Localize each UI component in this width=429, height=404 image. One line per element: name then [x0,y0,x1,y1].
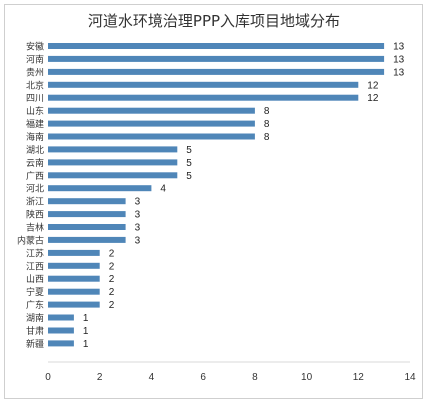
category-label: 浙江 [26,196,44,208]
category-label: 江西 [26,261,44,272]
category-label: 云南 [26,157,44,169]
category-label: 山西 [26,274,44,285]
bar [48,327,74,334]
bar [48,120,255,127]
category-label: 广东 [26,299,44,311]
bar [48,211,126,218]
bar [48,314,74,321]
bar [48,172,178,179]
value-label: 2 [109,300,115,311]
value-label: 13 [393,42,405,53]
value-label: 5 [186,171,192,182]
bar [48,81,359,88]
category-label: 海南 [26,131,44,143]
category-label: 四川 [26,94,44,104]
bar [48,340,74,347]
bar [48,236,126,243]
category-label: 内蒙古 [17,234,44,246]
category-label: 北京 [26,79,44,91]
value-label: 5 [186,145,192,156]
category-label: 吉林 [26,222,44,234]
value-label: 3 [135,235,141,246]
bar [48,275,100,282]
bar [48,94,359,101]
value-label: 2 [109,274,115,285]
value-label: 8 [264,106,270,117]
value-label: 12 [367,93,379,104]
category-label: 安徽 [26,41,44,53]
value-label: 8 [264,132,270,143]
category-label: 新疆 [26,338,44,350]
value-label: 1 [83,339,89,350]
category-label: 山东 [26,105,44,117]
value-label: 8 [264,119,270,130]
category-label: 江苏 [26,247,44,259]
bar [48,159,178,166]
category-label: 陕西 [26,209,44,221]
category-label: 甘肃 [26,325,44,337]
value-label: 3 [135,197,141,208]
x-tick-label: 4 [149,372,155,383]
bars-group [48,43,385,347]
value-label: 12 [367,80,379,91]
x-tick-label: 6 [200,372,206,383]
x-tick-label: 14 [404,372,416,383]
bar [48,55,385,62]
x-tick-label: 8 [252,372,258,383]
category-label: 河南 [26,53,44,65]
x-axis: 0 2 4 6 8 10 12 14 [45,361,416,383]
category-label: 宁夏 [26,286,44,298]
x-tick-label: 10 [301,372,313,383]
category-label: 广西 [26,170,44,182]
bar [48,198,126,205]
value-label: 2 [109,261,115,272]
bar [48,301,100,308]
chart-title: 河道水环境治理PPP入库项目地域分布 [88,12,340,30]
bar [48,262,100,269]
bar [48,133,255,140]
value-label: 2 [109,287,115,298]
category-label: 湖北 [26,145,44,156]
category-label: 福建 [26,118,44,130]
category-label: 河北 [26,183,44,195]
category-label: 湖南 [26,312,44,324]
value-label: 3 [135,223,141,234]
bar [48,288,100,295]
bar [48,43,385,49]
category-labels-group: 安徽河南贵州北京四川山东福建海南湖北云南广西河北浙江陕西吉林内蒙古江苏江西山西宁… [17,41,44,350]
value-label: 13 [393,67,405,78]
x-tick-label: 2 [97,372,103,383]
value-label: 2 [109,248,115,259]
value-label: 4 [160,184,166,195]
value-label: 1 [83,313,89,324]
value-label: 3 [135,210,141,221]
bar [48,185,152,192]
x-tick-label: 12 [353,372,365,383]
value-label: 5 [186,158,192,169]
value-label: 13 [393,54,405,65]
value-label: 1 [83,326,89,337]
bar [48,146,178,153]
bar [48,107,255,114]
bar [48,68,385,75]
bar [48,224,126,230]
category-label: 贵州 [26,66,44,78]
bar [48,249,100,256]
x-tick-label: 0 [45,372,51,383]
